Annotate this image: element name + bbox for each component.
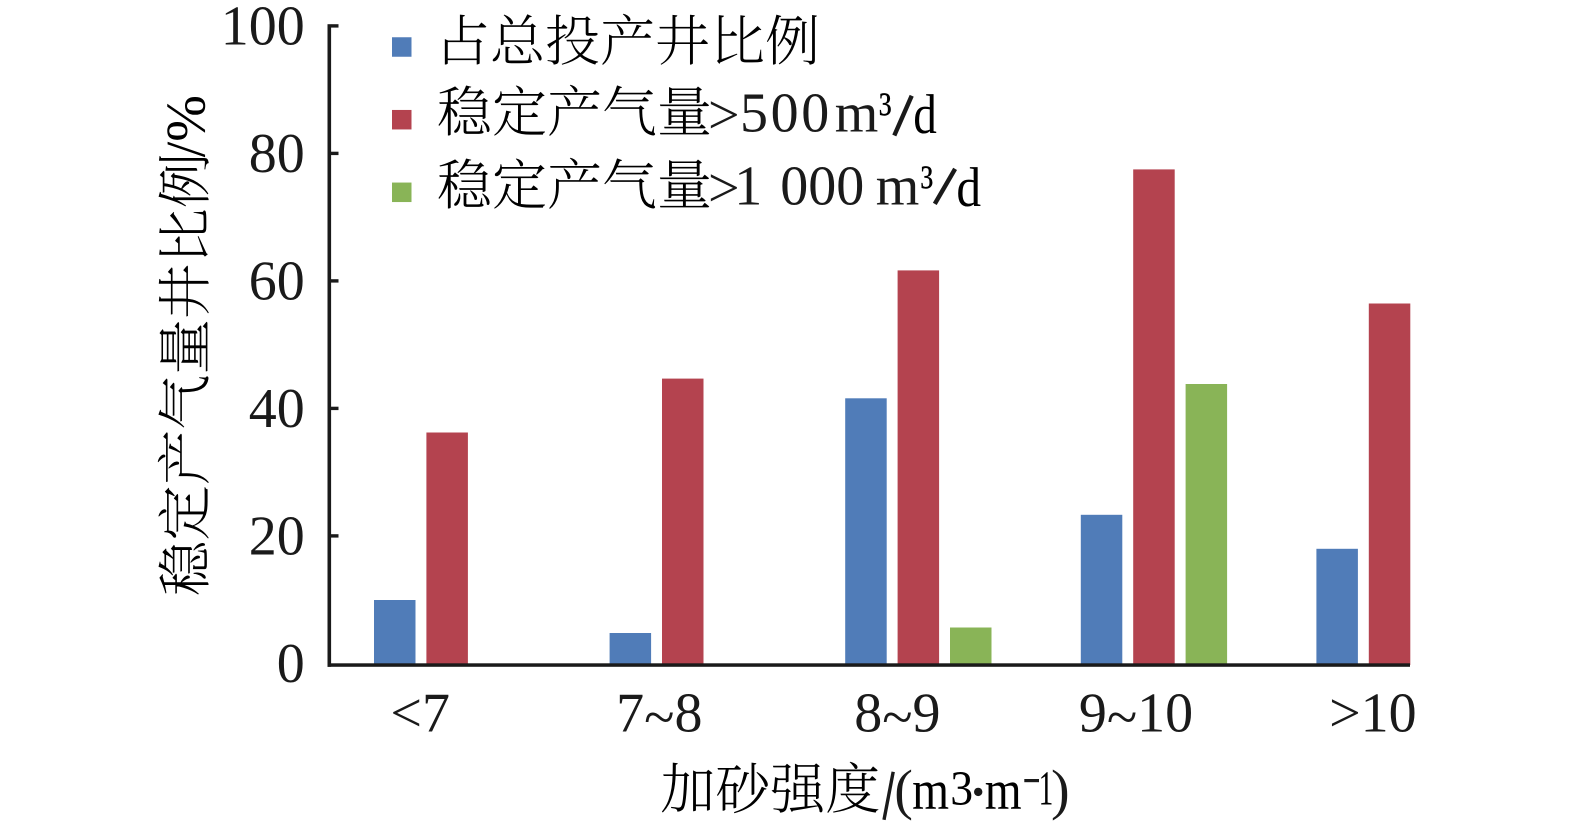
svg-text:40: 40 xyxy=(249,378,305,440)
svg-text:000: 000 xyxy=(780,156,864,218)
svg-text:>: > xyxy=(708,158,740,220)
svg-text:60: 60 xyxy=(249,251,305,313)
svg-text:<7: <7 xyxy=(390,683,450,745)
svg-text:80: 80 xyxy=(249,123,305,185)
svg-text:): ) xyxy=(1051,760,1070,822)
svg-text:m: m xyxy=(835,83,879,145)
svg-text:100: 100 xyxy=(221,0,305,58)
svg-text:>10: >10 xyxy=(1329,683,1417,745)
svg-text:7~8: 7~8 xyxy=(616,683,702,750)
svg-text:500: 500 xyxy=(740,83,832,145)
svg-text:m: m xyxy=(876,156,920,218)
svg-text:9~10: 9~10 xyxy=(1079,683,1193,750)
svg-text:0: 0 xyxy=(277,633,305,695)
svg-text:20: 20 xyxy=(249,506,305,568)
svg-text:1: 1 xyxy=(734,156,762,218)
svg-text:(: ( xyxy=(894,760,913,822)
svg-text:8~9: 8~9 xyxy=(854,683,940,750)
svg-text:>: > xyxy=(708,85,740,147)
